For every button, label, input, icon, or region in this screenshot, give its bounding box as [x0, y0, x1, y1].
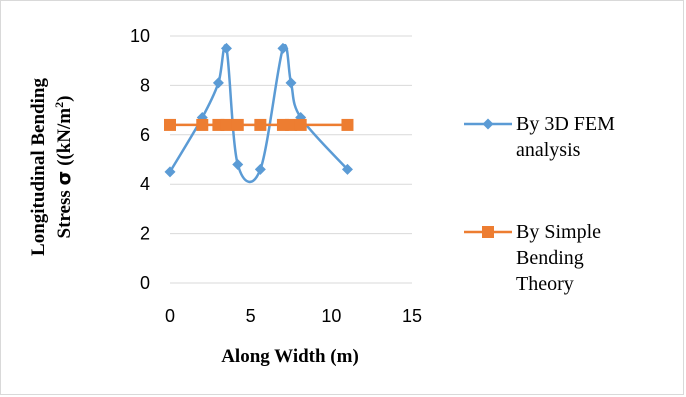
series-1-point-3 — [212, 77, 224, 89]
y-axis-title-close: ) — [54, 96, 75, 102]
y-axis-title-line-1: Longitudinal Bending — [28, 78, 49, 256]
y-tick-label-4: 4 — [140, 174, 150, 194]
legend-2-label-line-2: Bending — [516, 247, 584, 269]
series-lines — [168, 44, 349, 183]
y-axis-title-line-2: Stress σ ((kN/m2) — [52, 96, 75, 239]
legend-2-label-line-1: By Simple — [516, 221, 601, 243]
legend-1-swatch-marker — [482, 118, 494, 130]
legend-1-label-line-1: By 3D FEM — [516, 113, 615, 135]
x-axis-title: Along Width (m) — [221, 346, 359, 367]
y-tick-label-8: 8 — [140, 75, 150, 95]
x-tick-label-15: 15 — [402, 306, 422, 326]
y-axis-title-stress: Stress — [54, 185, 75, 238]
y-tick-labels: 0 2 4 6 8 10 — [130, 26, 150, 293]
series-1-point-5 — [232, 158, 244, 170]
series-1-point-4 — [220, 42, 232, 54]
series-1-point-8 — [285, 77, 297, 89]
y-tick-label-10: 10 — [130, 26, 150, 46]
series-2-point-2 — [196, 118, 209, 131]
x-tick-label-5: 5 — [246, 306, 256, 326]
y-axis-title-sigma: σ — [53, 171, 75, 186]
series-2-point-10 — [341, 118, 354, 131]
series-1-point-6 — [254, 163, 266, 175]
series-2-point-1 — [164, 118, 176, 131]
series-1-point-7 — [277, 42, 289, 54]
series-2-point-8 — [285, 118, 297, 131]
y-axis-title-superscript: 2 — [52, 102, 66, 108]
series-2-point-4 — [220, 118, 233, 131]
y-tick-label-0: 0 — [140, 273, 150, 293]
x-tick-labels: 0 5 10 15 — [165, 306, 422, 326]
grid-lines — [170, 35, 412, 284]
y-tick-label-6: 6 — [140, 125, 150, 145]
x-tick-label-0: 0 — [165, 306, 175, 326]
series-1-line — [168, 44, 349, 183]
series-1-point-1 — [164, 166, 176, 178]
y-axis-title-line-1-group: Longitudinal Bending — [28, 78, 49, 256]
series-1-point-10 — [341, 163, 353, 175]
x-tick-label-10: 10 — [321, 306, 341, 326]
series-2-point-9 — [294, 118, 307, 131]
y-tick-label-2: 2 — [140, 224, 150, 244]
y-axis-title-line-2-group: Stress σ ((kN/m2) — [52, 96, 75, 239]
legend-2-label-line-3: Theory — [516, 273, 574, 295]
series-2-point-6 — [254, 118, 267, 131]
legend: By 3D FEM analysis By Simple Bending Theory — [464, 113, 615, 295]
series-markers — [164, 42, 354, 178]
legend-1-label-line-2: analysis — [516, 139, 581, 161]
series-2-point-5 — [231, 118, 244, 131]
legend-2-swatch-marker — [482, 226, 494, 238]
y-axis-title-unit: ((kN/m — [54, 108, 75, 171]
